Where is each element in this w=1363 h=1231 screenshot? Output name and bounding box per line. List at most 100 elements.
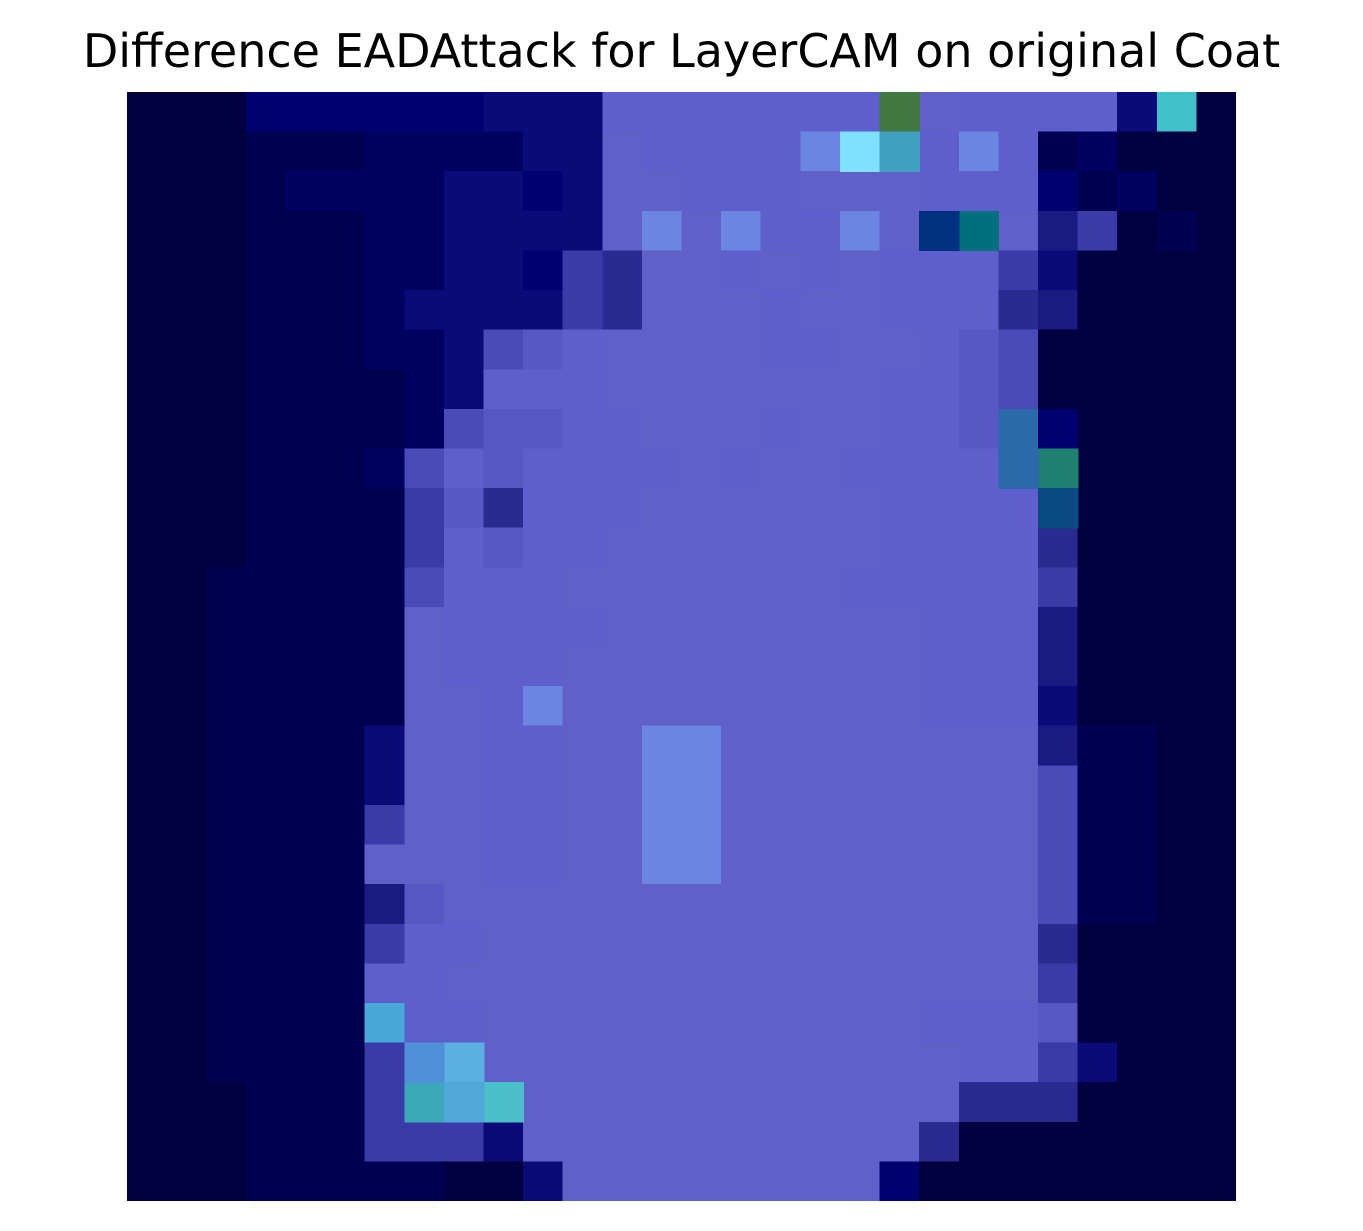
- heatmap-pixel: [325, 210, 366, 252]
- heatmap-pixel: [602, 765, 643, 806]
- heatmap-pixel: [325, 448, 366, 489]
- heatmap-pixel: [641, 646, 683, 687]
- heatmap-pixel: [998, 844, 1039, 885]
- heatmap-pixel: [166, 963, 208, 1004]
- heatmap-pixel: [800, 1121, 841, 1163]
- heatmap-pixel: [998, 408, 1039, 450]
- heatmap-pixel: [127, 171, 168, 212]
- heatmap-pixel: [166, 765, 208, 806]
- heatmap-pixel: [602, 488, 643, 529]
- heatmap-pixel: [919, 567, 960, 608]
- heatmap-pixel: [721, 884, 762, 925]
- heatmap-pixel: [562, 1042, 604, 1083]
- heatmap-pixel: [800, 923, 841, 965]
- heatmap-pixel: [641, 210, 683, 252]
- heatmap-pixel: [245, 92, 287, 133]
- heatmap-pixel: [562, 1121, 604, 1163]
- heatmap-pixel: [443, 171, 485, 212]
- heatmap-pixel: [562, 92, 604, 133]
- heatmap-pixel: [404, 290, 445, 331]
- heatmap-pixel: [1156, 1042, 1198, 1083]
- heatmap-pixel: [245, 686, 287, 727]
- heatmap-pixel: [839, 725, 881, 767]
- heatmap-pixel: [127, 1042, 168, 1083]
- heatmap-pixel: [127, 884, 168, 925]
- heatmap-pixel: [285, 92, 326, 133]
- heatmap-pixel: [562, 488, 604, 529]
- heatmap-pixel: [800, 646, 841, 687]
- heatmap-pixel: [325, 488, 366, 529]
- heatmap-pixel: [325, 131, 366, 173]
- heatmap-pixel: [285, 448, 326, 489]
- heatmap-pixel: [919, 725, 960, 767]
- heatmap-pixel: [285, 290, 326, 331]
- heatmap-pixel: [721, 369, 762, 410]
- heatmap-highlight-pixel: [958, 210, 1000, 252]
- heatmap-pixel: [285, 606, 326, 648]
- heatmap-pixel: [523, 686, 564, 727]
- heatmap-pixel: [602, 606, 643, 648]
- heatmap-pixel: [919, 250, 960, 291]
- heatmap-pixel: [1077, 527, 1118, 569]
- heatmap-highlight-pixel: [1037, 488, 1079, 529]
- heatmap-pixel: [127, 646, 168, 687]
- heatmap-pixel: [483, 1161, 524, 1201]
- heatmap-pixel: [1117, 725, 1158, 767]
- heatmap-pixel: [523, 1042, 564, 1083]
- heatmap-pixel: [800, 884, 841, 925]
- heatmap-pixel: [760, 329, 802, 371]
- heatmap-pixel: [879, 844, 920, 885]
- heatmap-pixel: [166, 606, 208, 648]
- heatmap-pixel: [523, 250, 564, 291]
- heatmap-pixel: [1156, 131, 1198, 173]
- heatmap-pixel: [602, 884, 643, 925]
- heatmap-pixel: [1196, 488, 1236, 529]
- heatmap-pixel: [206, 804, 247, 846]
- heatmap-pixel: [325, 884, 366, 925]
- heatmap-pixel: [919, 844, 960, 885]
- heatmap-pixel: [721, 290, 762, 331]
- heatmap-pixel: [166, 408, 208, 450]
- heatmap-pixel: [681, 1121, 722, 1163]
- heatmap-pixel: [1077, 1121, 1118, 1163]
- heatmap-pixel: [245, 1082, 287, 1123]
- heatmap-pixel: [325, 290, 366, 331]
- heatmap-pixel: [285, 963, 326, 1004]
- heatmap-pixel: [760, 1042, 802, 1083]
- heatmap-pixel: [364, 804, 406, 846]
- heatmap-pixel: [800, 1002, 841, 1044]
- heatmap-pixel: [839, 804, 881, 846]
- heatmap-pixel: [404, 210, 445, 252]
- heatmap-pixel: [364, 408, 406, 450]
- heatmap-pixel: [641, 804, 683, 846]
- heatmap-pixel: [602, 844, 643, 885]
- heatmap-pixel: [681, 1161, 722, 1201]
- heatmap-pixel: [364, 686, 406, 727]
- heatmap-pixel: [245, 250, 287, 291]
- heatmap-pixel: [721, 1082, 762, 1123]
- heatmap-pixel: [127, 527, 168, 569]
- heatmap-pixel: [1117, 369, 1158, 410]
- heatmap-pixel: [245, 844, 287, 885]
- heatmap-pixel: [602, 923, 643, 965]
- heatmap-pixel: [443, 725, 485, 767]
- heatmap-pixel: [364, 250, 406, 291]
- heatmap-pixel: [483, 884, 524, 925]
- heatmap-pixel: [1117, 1002, 1158, 1044]
- heatmap-pixel: [1037, 1121, 1079, 1163]
- heatmap-pixel: [483, 448, 524, 489]
- heatmap-pixel: [206, 884, 247, 925]
- heatmap-pixel: [245, 567, 287, 608]
- heatmap-pixel: [1117, 210, 1158, 252]
- heatmap-pixel: [760, 1161, 802, 1201]
- heatmap-pixel: [1196, 804, 1236, 846]
- heatmap-pixel: [1117, 606, 1158, 648]
- heatmap-pixel: [1037, 92, 1079, 133]
- heatmap-pixel: [562, 250, 604, 291]
- heatmap-pixel: [166, 686, 208, 727]
- heatmap-pixel: [998, 765, 1039, 806]
- heatmap-pixel: [602, 290, 643, 331]
- heatmap-pixel: [404, 606, 445, 648]
- heatmap-pixel: [958, 1082, 1000, 1123]
- heatmap-pixel: [958, 448, 1000, 489]
